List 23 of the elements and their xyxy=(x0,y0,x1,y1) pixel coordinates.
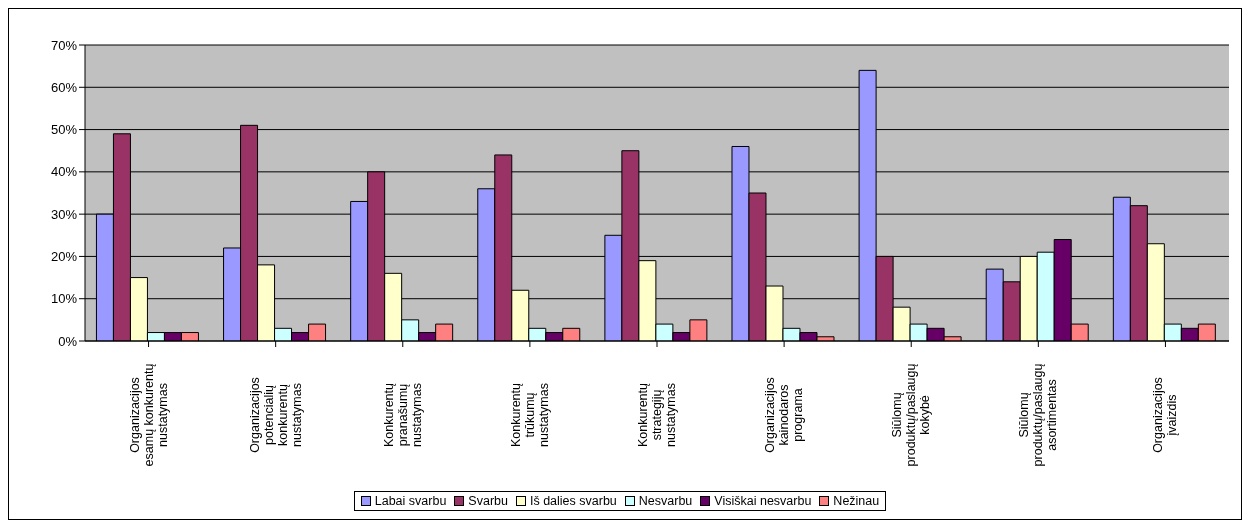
x-tick-label: Organizacijos potencialių konkurentų nustatymas xyxy=(247,377,304,453)
x-tick-label: Siūlomų produktų/paslaugų kokybė xyxy=(890,363,933,467)
y-tick-label: 50% xyxy=(50,122,78,138)
legend-label: Nežinau xyxy=(833,494,880,508)
x-tick-label: Organizacijos esamų konkurentų nustatymas xyxy=(127,363,170,467)
y-tick-label: 60% xyxy=(50,79,78,95)
y-tick-label: 70% xyxy=(50,37,78,53)
x-tick-label: Organizacijos kainodaros programa xyxy=(763,377,806,453)
y-tick-label: 20% xyxy=(50,249,78,265)
y-tick-label: 40% xyxy=(50,164,78,180)
x-tick-label: Konkurentų strategijų nustatymas xyxy=(636,382,678,447)
legend-label: Visiškai nesvarbu xyxy=(714,494,812,508)
y-tick-label: 0% xyxy=(58,333,78,349)
x-tick-label: Organizacijos įvaizdis xyxy=(1151,377,1180,453)
x-tick-label: Konkurentų pranašumų nustatymas xyxy=(381,382,424,447)
x-tick-label: Siūlomų produktų/paslaugų asortimentas xyxy=(1017,363,1060,467)
y-tick-label: 30% xyxy=(50,206,78,222)
legend-label: Nesvarbu xyxy=(638,494,693,508)
legend-label: Svarbu xyxy=(468,494,508,508)
legend-label: Labai svarbu xyxy=(374,494,447,508)
legend-label: Iš dalies svarbu xyxy=(529,494,617,508)
x-tick-label: Konkurentų trūkumų nustatymas xyxy=(508,382,551,447)
y-tick-label: 10% xyxy=(50,291,78,307)
